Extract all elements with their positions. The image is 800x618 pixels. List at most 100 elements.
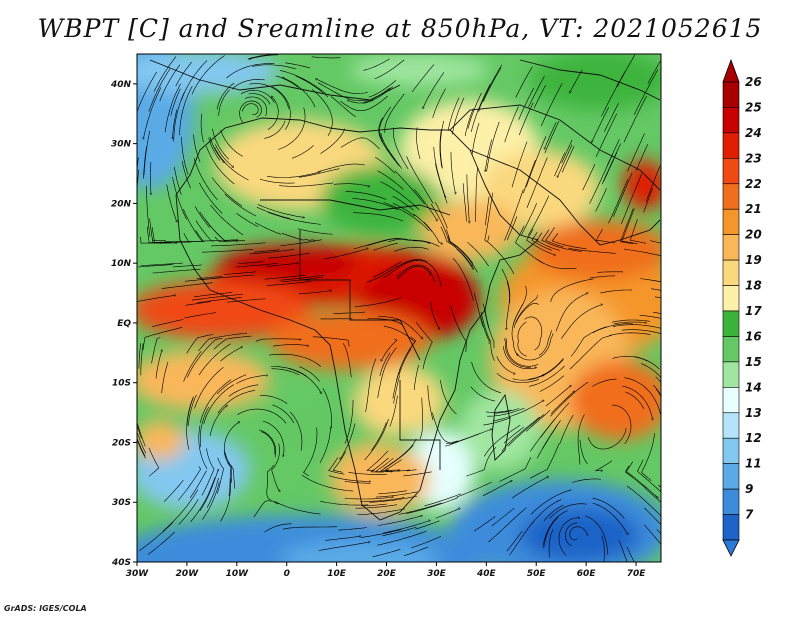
- streamline: [278, 107, 306, 150]
- streamline: [506, 216, 518, 241]
- streamline: [266, 281, 312, 286]
- streamline: [587, 427, 627, 450]
- streamline: [440, 226, 472, 266]
- streamline: [256, 206, 291, 219]
- streamline: [344, 497, 393, 500]
- streamline: [220, 129, 243, 157]
- streamline: [504, 338, 531, 368]
- streamline: [317, 163, 365, 172]
- streamline: [374, 457, 394, 472]
- streamline: [446, 229, 474, 264]
- streamline: [415, 322, 433, 370]
- colorbar-swatch: [722, 488, 740, 515]
- streamline: [172, 177, 187, 220]
- streamline: [366, 450, 389, 471]
- streamline: [640, 278, 661, 283]
- map-frame: [136, 53, 662, 563]
- streamline: [413, 364, 420, 391]
- streamline: [373, 261, 402, 278]
- streamline: [533, 85, 546, 109]
- streamline: [550, 278, 594, 302]
- streamline: [253, 500, 272, 518]
- streamline: [208, 137, 221, 161]
- streamline: [486, 121, 500, 172]
- streamline: [544, 120, 560, 154]
- streamline: [188, 394, 197, 426]
- streamline: [148, 447, 160, 477]
- streamline: [141, 262, 183, 267]
- streamline: [496, 356, 515, 373]
- streamline: [542, 510, 568, 546]
- streamline: [274, 500, 321, 515]
- streamline: [260, 395, 288, 405]
- streamline: [239, 100, 262, 124]
- streamline: [640, 363, 661, 379]
- streamline: [186, 338, 223, 378]
- streamline: [275, 75, 299, 88]
- streamline: [570, 69, 583, 93]
- streamline: [227, 461, 232, 497]
- lat-tick-label: 40N: [110, 80, 132, 90]
- streamline: [561, 146, 575, 173]
- streamline: [511, 141, 528, 188]
- colorbar-swatch: [722, 208, 740, 235]
- streamline: [396, 264, 435, 283]
- streamline: [137, 295, 175, 302]
- streamline: [379, 133, 400, 167]
- streamline: [211, 177, 243, 207]
- colorbar-label: 26: [745, 75, 762, 89]
- colorbar-label: 22: [745, 177, 762, 191]
- streamline: [521, 203, 537, 236]
- streamline: [394, 246, 429, 252]
- streamline: [470, 386, 496, 402]
- lon-tick-label: 0: [284, 569, 290, 579]
- streamline: [200, 406, 210, 448]
- colorbar-label: 14: [745, 380, 762, 394]
- streamline: [569, 526, 588, 541]
- streamline: [404, 259, 441, 285]
- streamline: [592, 323, 633, 334]
- streamline: [267, 212, 321, 225]
- streamline: [432, 88, 446, 118]
- streamline: [654, 296, 661, 299]
- streamline: [601, 143, 621, 185]
- streamline: [265, 263, 298, 267]
- streamline: [411, 64, 435, 93]
- credit-label: GrADS: IGES/COLA: [4, 604, 87, 613]
- streamline: [388, 239, 429, 244]
- streamline: [148, 68, 171, 112]
- streamline: [203, 384, 235, 425]
- streamline: [370, 457, 389, 473]
- streamline: [447, 235, 478, 273]
- streamline: [531, 232, 553, 251]
- streamline: [604, 102, 619, 132]
- streamline: [651, 288, 661, 291]
- streamline: [226, 63, 275, 79]
- streamline: [161, 282, 213, 289]
- streamline: [655, 388, 661, 398]
- streamline: [164, 83, 181, 133]
- streamline: [255, 339, 300, 342]
- streamline: [363, 58, 390, 71]
- streamline: [393, 375, 400, 404]
- streamline: [526, 157, 548, 209]
- lat-tick-label: 10S: [112, 379, 131, 389]
- streamline: [579, 439, 588, 464]
- colorbar-swatch: [722, 310, 740, 337]
- streamline: [383, 202, 430, 232]
- streamline: [181, 160, 191, 189]
- streamline: [414, 189, 437, 220]
- streamline: [369, 495, 418, 503]
- streamline: [216, 374, 247, 395]
- streamline: [584, 515, 609, 555]
- streamline: [644, 524, 661, 545]
- streamline: [328, 457, 345, 475]
- streamline: [216, 82, 235, 110]
- streamline: [155, 350, 162, 379]
- streamline: [643, 188, 653, 213]
- colorbar-swatch: [722, 158, 740, 185]
- streamline: [558, 144, 573, 177]
- streamline: [152, 239, 192, 243]
- streamline: [211, 242, 266, 247]
- streamline: [471, 361, 502, 394]
